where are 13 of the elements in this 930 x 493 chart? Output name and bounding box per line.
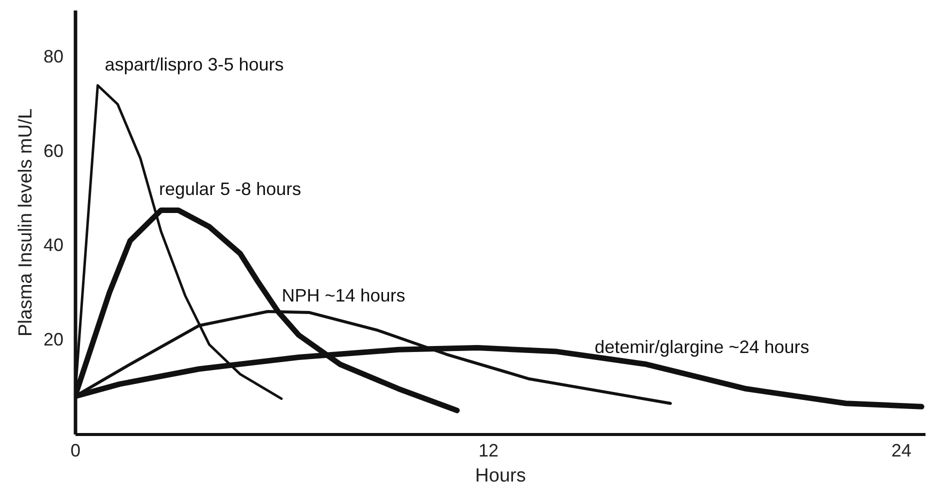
x-tick-label: 24 [891,440,912,460]
y-tick-label: 80 [43,46,64,67]
y-axis-title: Plasma Insulin levels mU/L [15,108,36,337]
x-tick-label: 12 [478,440,498,460]
series-label: NPH ~14 hours [282,286,406,306]
series-label: aspart/lispro 3-5 hours [104,54,284,74]
x-tick-label: 0 [70,440,81,460]
series-label: detemir/glargine ~24 hours [594,336,810,357]
y-tick-label: 20 [43,329,64,350]
y-tick-label: 40 [43,235,64,256]
y-tick-label: 60 [43,140,64,161]
x-axis-title: Hours [475,466,526,486]
series-label: regular 5 -8 hours [159,179,302,200]
